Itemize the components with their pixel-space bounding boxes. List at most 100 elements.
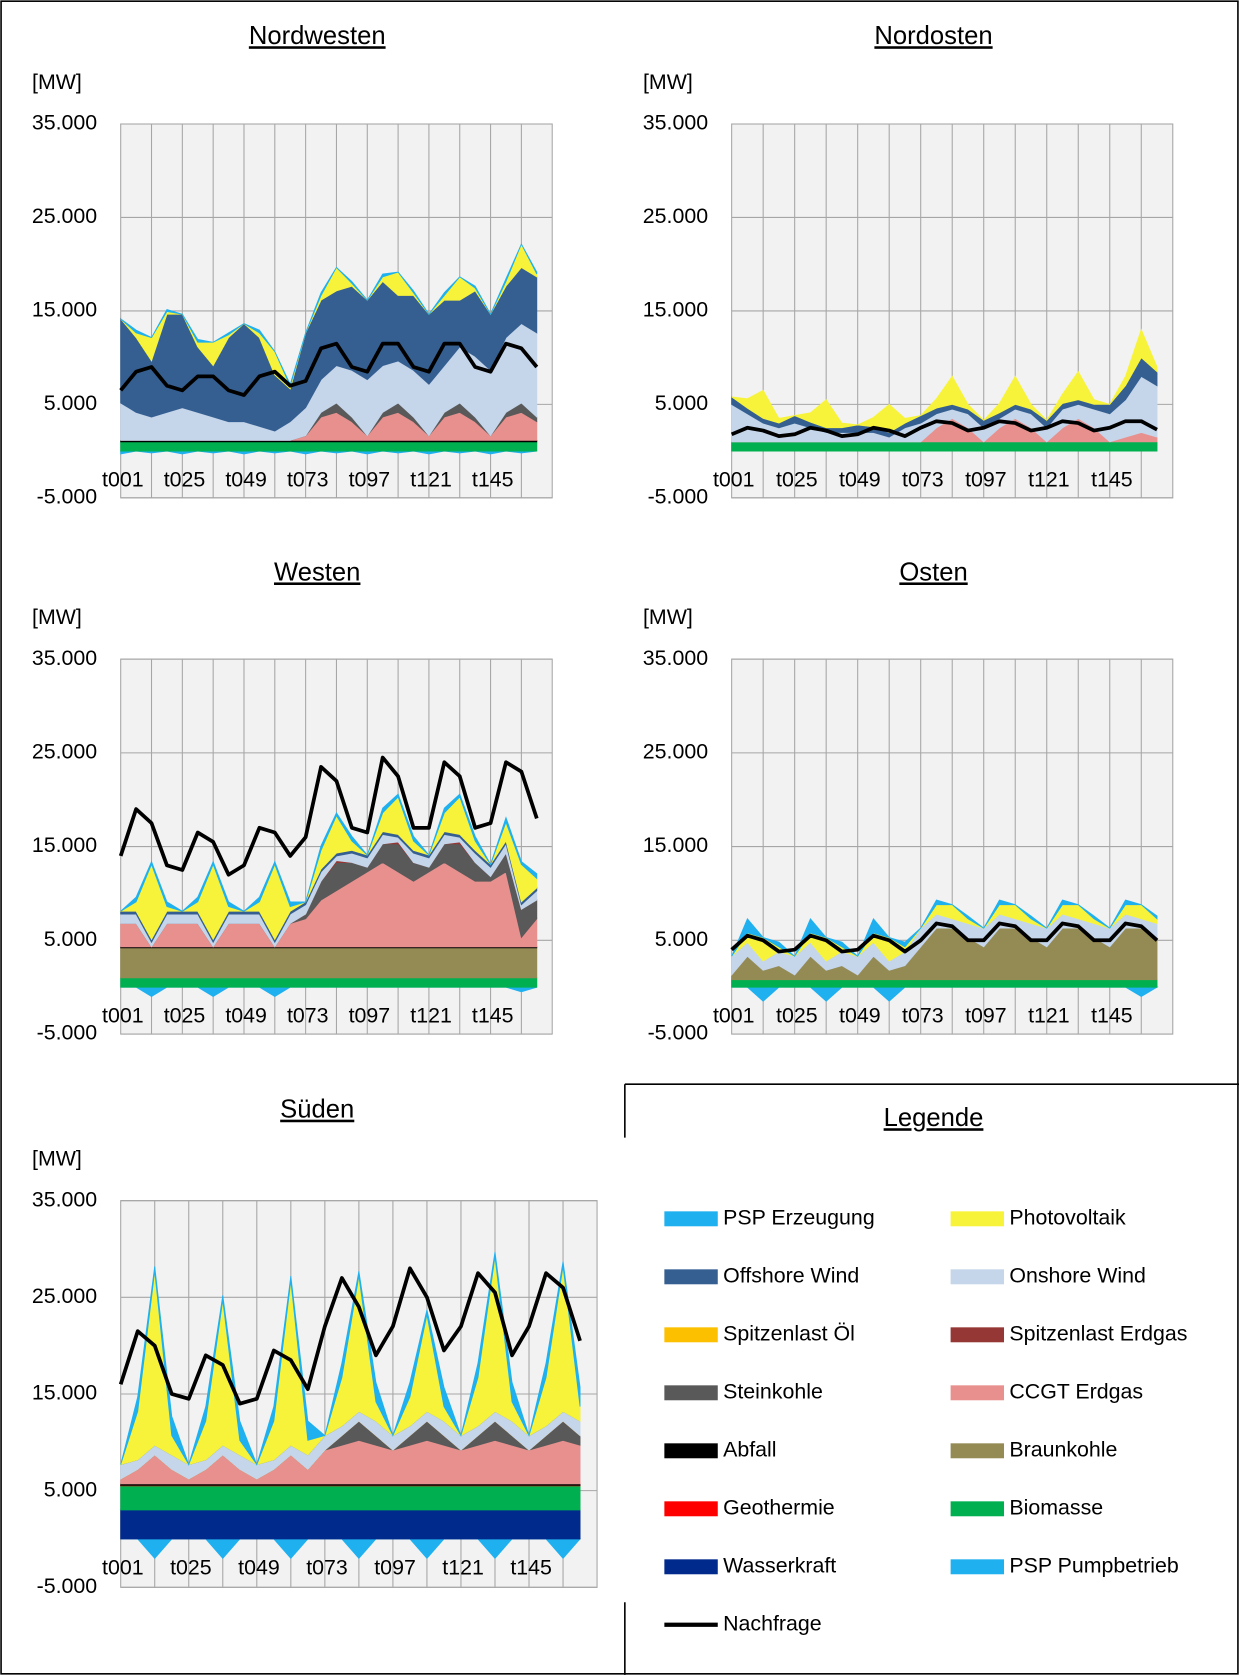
legend-label: Geothermie [723, 1495, 835, 1519]
y-tick-label: 5.000 [655, 391, 709, 415]
x-tick-label: t145 [510, 1556, 552, 1580]
demand-line [730, 419, 1158, 439]
legend-swatch [950, 1385, 1005, 1401]
x-tick-label: t121 [410, 468, 452, 492]
x-tick-label: t145 [472, 1004, 514, 1028]
area [120, 1509, 581, 1540]
legend-swatch [664, 1211, 718, 1227]
x-tick-label: t097 [374, 1556, 416, 1580]
legend-label: Photovoltaik [1009, 1205, 1126, 1229]
legend-title: Legende [884, 1104, 984, 1132]
x-tick-label: t001 [102, 468, 144, 492]
chart-title: Nordwesten [249, 22, 386, 50]
area [120, 1251, 581, 1466]
y-tick-label: 15.000 [643, 833, 708, 857]
area [731, 899, 1158, 957]
y-tick-label: 5.000 [44, 1477, 98, 1501]
x-tick-label: t001 [102, 1004, 144, 1028]
y-tick-label: 25.000 [643, 204, 708, 228]
x-tick-label: t097 [349, 468, 391, 492]
x-tick-label: t049 [839, 468, 881, 492]
area [120, 977, 538, 988]
x-tick-label: t121 [1028, 1004, 1070, 1028]
y-axis-label: [MW] [32, 605, 82, 629]
area [120, 1485, 581, 1511]
y-tick-label: 5.000 [44, 391, 98, 415]
legend-swatch [664, 1501, 718, 1517]
demand-line [119, 341, 539, 397]
y-tick-label: 25.000 [32, 1284, 97, 1308]
x-tick-label: t097 [965, 1004, 1007, 1028]
legend-swatch [950, 1211, 1005, 1227]
x-tick-label: t121 [410, 1004, 452, 1028]
demand-line [118, 755, 539, 877]
legend-swatch [950, 1269, 1005, 1285]
y-tick-label: -5.000 [648, 1021, 709, 1045]
demand-line [730, 921, 1159, 954]
x-tick-label: t025 [170, 1556, 212, 1580]
y-tick-label: 25.000 [643, 739, 708, 763]
x-tick-label: t049 [238, 1556, 280, 1580]
legend-label: Nachfrage [723, 1611, 822, 1635]
y-tick-label: 5.000 [655, 927, 709, 951]
x-tick-label: t001 [713, 468, 755, 492]
x-tick-label: t073 [306, 1556, 348, 1580]
area [731, 441, 1158, 452]
x-tick-label: t073 [287, 468, 329, 492]
y-axis-label: [MW] [32, 1147, 82, 1171]
y-axis-label: [MW] [32, 70, 82, 94]
y-tick-label: 35.000 [32, 1187, 97, 1211]
x-tick-label: t145 [472, 468, 514, 492]
x-tick-label: t145 [1091, 1004, 1133, 1028]
y-tick-label: 35.000 [32, 646, 97, 670]
legend-label: Abfall [723, 1437, 776, 1461]
area [120, 947, 538, 979]
y-tick-label: 15.000 [32, 833, 97, 857]
legend-swatch [664, 1443, 718, 1459]
x-tick-label: t049 [225, 468, 267, 492]
legend-swatch [950, 1327, 1005, 1343]
y-axis-label: [MW] [643, 70, 693, 94]
x-tick-label: t097 [965, 468, 1007, 492]
x-tick-label: t073 [902, 468, 944, 492]
y-tick-label: 15.000 [32, 298, 97, 322]
area [120, 793, 538, 912]
legend-swatch [950, 1443, 1005, 1459]
legend-label: CCGT Erdgas [1009, 1379, 1143, 1403]
legend-label: Steinkohle [723, 1379, 823, 1403]
y-tick-label: 35.000 [643, 111, 708, 135]
y-tick-label: 15.000 [643, 298, 708, 322]
legend-label: Wasserkraft [723, 1553, 836, 1577]
chart-title: Westen [274, 558, 360, 586]
chart-title: Süden [280, 1096, 354, 1124]
legend-label: Onshore Wind [1009, 1263, 1146, 1287]
y-tick-label: 35.000 [32, 111, 97, 135]
legend-label: Spitzenlast Erdgas [1009, 1321, 1187, 1345]
y-tick-label: -5.000 [37, 484, 98, 508]
x-tick-label: t073 [902, 1004, 944, 1028]
x-tick-label: t049 [839, 1004, 881, 1028]
legend-label: PSP Erzeugung [723, 1205, 875, 1229]
y-tick-label: -5.000 [37, 1021, 98, 1045]
area [120, 441, 538, 452]
x-tick-label: t073 [287, 1004, 329, 1028]
y-tick-label: 5.000 [44, 927, 98, 951]
x-tick-label: t049 [225, 1004, 267, 1028]
y-tick-label: 25.000 [32, 204, 97, 228]
demand-line [118, 1266, 582, 1406]
x-tick-label: t121 [442, 1556, 484, 1580]
x-tick-label: t097 [349, 1004, 391, 1028]
legend-swatch [664, 1327, 718, 1343]
y-tick-label: 35.000 [643, 646, 708, 670]
legend-swatch [950, 1501, 1005, 1517]
legend-swatch [664, 1385, 718, 1401]
legend-swatch [664, 1269, 718, 1285]
chart-title: Nordosten [874, 22, 992, 50]
x-tick-label: t001 [102, 1556, 144, 1580]
legend-label: Offshore Wind [723, 1263, 859, 1287]
y-axis-label: [MW] [643, 605, 693, 629]
x-tick-label: t025 [164, 468, 206, 492]
